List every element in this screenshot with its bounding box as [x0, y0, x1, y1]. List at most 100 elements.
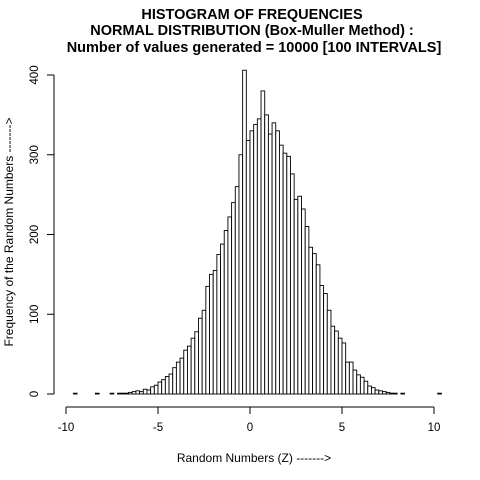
histogram-bar: [305, 227, 309, 394]
histogram-bar: [331, 326, 335, 394]
histogram-bar: [342, 343, 346, 394]
histogram-bar: [239, 155, 243, 394]
y-tick-label: 100: [29, 305, 41, 324]
histogram-bar: [228, 217, 232, 394]
histogram-bar: [276, 131, 280, 394]
y-tick-label: 300: [29, 145, 41, 164]
histogram-bar: [195, 332, 199, 394]
histogram-bar: [162, 380, 166, 394]
histogram-bar: [394, 393, 398, 394]
histogram-bar: [438, 393, 442, 394]
histogram-bar: [165, 376, 169, 394]
y-tick-label: 0: [29, 391, 41, 397]
histogram-bar: [110, 393, 114, 394]
x-tick-label: 10: [428, 422, 441, 434]
histogram-bar: [173, 368, 177, 394]
histogram-bar: [272, 123, 276, 394]
x-tick-label: -5: [153, 422, 163, 434]
histogram-bar: [180, 358, 184, 394]
histogram-bar: [151, 387, 155, 394]
histogram-bar: [235, 187, 239, 394]
histogram-bar: [309, 247, 313, 394]
histogram-bar: [95, 393, 99, 394]
title-line-3: Number of values generated = 10000 [100 …: [67, 40, 442, 56]
histogram-bar: [386, 392, 390, 394]
histogram-bar: [346, 362, 350, 394]
histogram-bar: [283, 153, 287, 394]
histogram-bar: [364, 381, 368, 394]
histogram-bar: [335, 331, 339, 394]
histogram-bar: [327, 310, 331, 394]
histogram-bar: [290, 174, 294, 394]
histogram-bar: [379, 391, 383, 394]
y-axis: 0 100 200 300 400: [29, 65, 54, 397]
y-tick-label: 400: [29, 65, 41, 84]
histogram-bar: [143, 389, 147, 394]
title-line-1: HISTOGRAM OF FREQUENCIES: [141, 7, 363, 23]
histogram-bar: [232, 203, 236, 394]
histogram-bar: [382, 392, 386, 394]
histogram-bar: [360, 377, 364, 394]
histogram-bar: [324, 294, 328, 394]
histogram-bars: [73, 70, 441, 394]
title-line-2: NORMAL DISTRIBUTION (Box-Muller Method) …: [90, 23, 414, 39]
histogram-bar: [191, 338, 195, 394]
histogram-bar: [73, 393, 77, 394]
histogram-bar: [353, 370, 357, 394]
histogram-bar: [217, 254, 221, 394]
histogram-bar: [210, 274, 214, 394]
histogram-bar: [154, 385, 158, 394]
histogram-bar: [375, 390, 379, 394]
histogram-bar: [169, 374, 173, 394]
histogram-bar: [224, 231, 228, 394]
histogram-bar: [349, 362, 353, 394]
histogram-bar: [147, 390, 151, 394]
histogram-bar: [357, 375, 361, 394]
histogram-bar: [121, 393, 125, 394]
histogram-bar: [246, 140, 250, 394]
histogram-bar: [125, 393, 129, 394]
histogram-bar: [136, 391, 140, 394]
histogram-bar: [176, 362, 180, 394]
x-axis: -10 -5 0 5 10: [58, 407, 441, 434]
histogram-bar: [294, 199, 298, 394]
histogram-bar: [390, 393, 394, 394]
histogram-bar: [187, 346, 191, 394]
histogram-bar: [401, 393, 405, 394]
histogram-bar: [140, 392, 144, 394]
histogram-bar: [320, 286, 324, 394]
y-axis-label: Frequency of the Random Numbers ------->: [2, 117, 16, 346]
histogram-bar: [158, 382, 162, 394]
chart-title: HISTOGRAM OF FREQUENCIES NORMAL DISTRIBU…: [67, 7, 442, 56]
histogram-bar: [198, 318, 202, 394]
histogram-bar: [316, 265, 320, 394]
x-tick-label: -10: [58, 422, 75, 434]
histogram-bar: [371, 388, 375, 394]
histogram-bar: [261, 91, 265, 394]
histogram-bar: [202, 310, 206, 394]
x-tick-label: 5: [339, 422, 345, 434]
histogram-bar: [257, 119, 261, 394]
histogram-bar: [268, 134, 272, 394]
histogram-bar: [129, 392, 133, 394]
x-axis-label: Random Numbers (Z) ------->: [177, 451, 331, 465]
histogram-bar: [279, 145, 283, 394]
histogram-bar: [287, 156, 291, 394]
histogram-bar: [298, 196, 302, 394]
histogram-bar: [250, 131, 254, 394]
histogram-bar: [243, 70, 247, 394]
histogram-bar: [338, 338, 342, 394]
histogram-bar: [313, 254, 317, 394]
histogram-bar: [265, 115, 269, 394]
histogram-bar: [213, 270, 217, 394]
x-tick-label: 0: [247, 422, 253, 434]
histogram-bar: [302, 209, 306, 394]
histogram-bar: [132, 392, 136, 394]
histogram-bar: [118, 393, 122, 394]
y-tick-label: 200: [29, 225, 41, 244]
histogram-bar: [368, 386, 372, 394]
histogram-bar: [206, 286, 210, 394]
histogram-bar: [184, 350, 188, 394]
histogram-bar: [254, 124, 258, 394]
